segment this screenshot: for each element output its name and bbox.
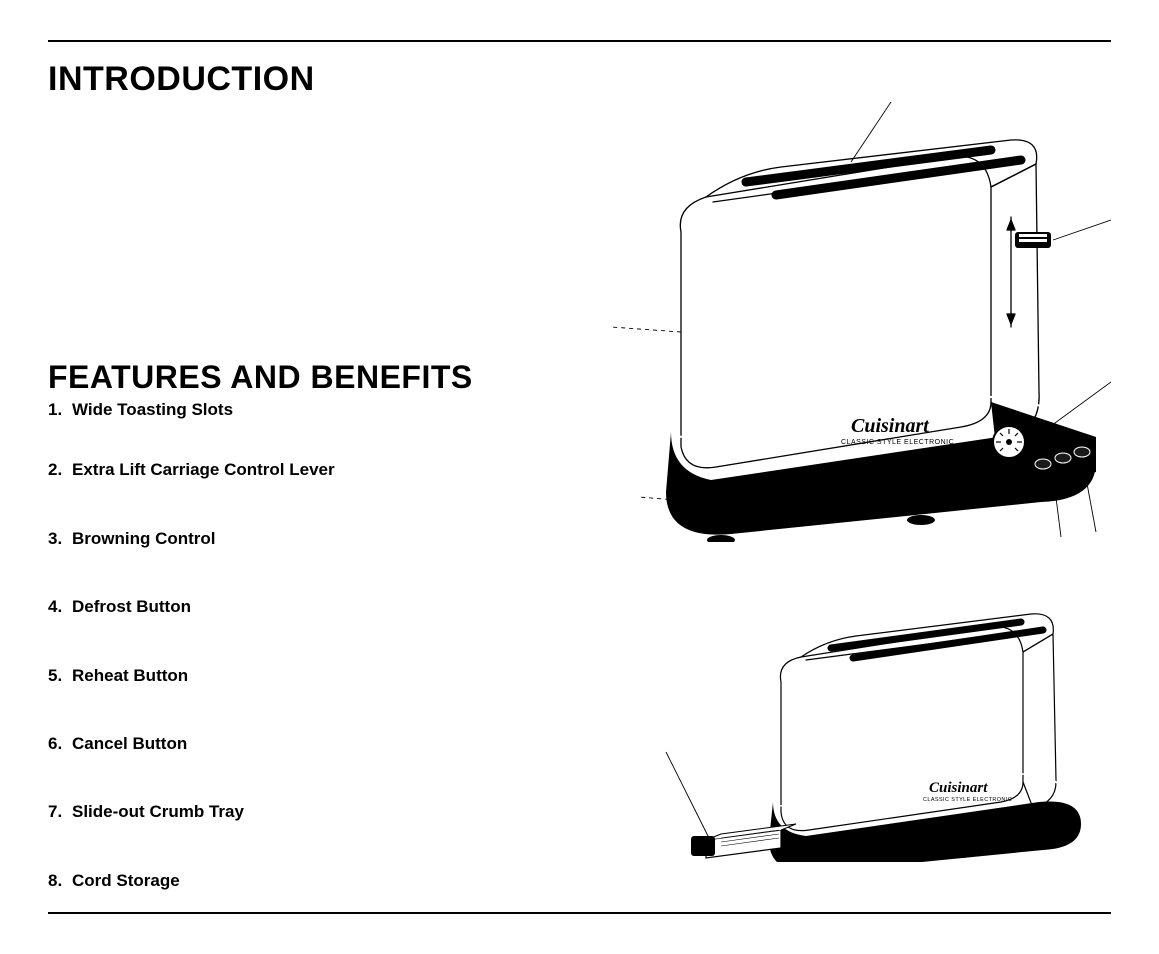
list-label: Wide Toasting Slots: [72, 400, 233, 420]
list-number: 8.: [48, 871, 72, 891]
list-label: Cancel Button: [72, 734, 187, 754]
list-item: 1. Wide Toasting Slots: [48, 400, 528, 420]
toaster-diagram-crumb-tray: Cuisinart CLASSIC STYLE ELECTRONIC: [661, 602, 1091, 862]
list-number: 7.: [48, 802, 72, 822]
list-label: Cord Storage: [72, 871, 180, 891]
features-list: 1. Wide Toasting Slots 2. Extra Lift Car…: [48, 400, 528, 891]
manual-page: INTRODUCTION FEATURES AND BENEFITS 1. Wi…: [48, 40, 1111, 914]
features-block: FEATURES AND BENEFITS 1. Wide Toasting S…: [48, 359, 528, 891]
list-number: 2.: [48, 460, 72, 480]
list-label: Defrost Button: [72, 597, 191, 617]
toaster-diagram-main: Cuisinart CLASSIC STYLE ELECTRONIC: [591, 102, 1111, 542]
list-label: Slide-out Crumb Tray: [72, 802, 244, 822]
list-number: 4.: [48, 597, 72, 617]
list-item: 6. Cancel Button: [48, 734, 528, 754]
list-number: 3.: [48, 529, 72, 549]
section-heading-features: FEATURES AND BENEFITS: [48, 359, 528, 396]
list-item: 3. Browning Control: [48, 529, 528, 549]
list-number: 6.: [48, 734, 72, 754]
list-number: 5.: [48, 666, 72, 686]
section-heading-introduction: INTRODUCTION: [48, 60, 1111, 99]
toaster-illustration-icon: Cuisinart CLASSIC STYLE ELECTRONIC: [591, 102, 1111, 542]
list-label: Extra Lift Carriage Control Lever: [72, 460, 335, 480]
brand-logo-text: Cuisinart: [929, 780, 988, 796]
list-item: 7. Slide-out Crumb Tray: [48, 802, 528, 822]
list-label: Browning Control: [72, 529, 216, 549]
list-item: 2. Extra Lift Carriage Control Lever: [48, 460, 528, 480]
brand-subtext: CLASSIC STYLE ELECTRONIC: [923, 797, 1012, 803]
toaster-crumb-tray-illustration-icon: Cuisinart CLASSIC STYLE ELECTRONIC: [661, 602, 1091, 862]
list-label: Reheat Button: [72, 666, 188, 686]
list-item: 8. Cord Storage: [48, 871, 528, 891]
list-number: 1.: [48, 400, 72, 420]
brand-logo-text: Cuisinart: [851, 415, 930, 437]
list-item: 4. Defrost Button: [48, 597, 528, 617]
brand-subtext: CLASSIC STYLE ELECTRONIC: [841, 439, 954, 446]
list-item: 5. Reheat Button: [48, 666, 528, 686]
